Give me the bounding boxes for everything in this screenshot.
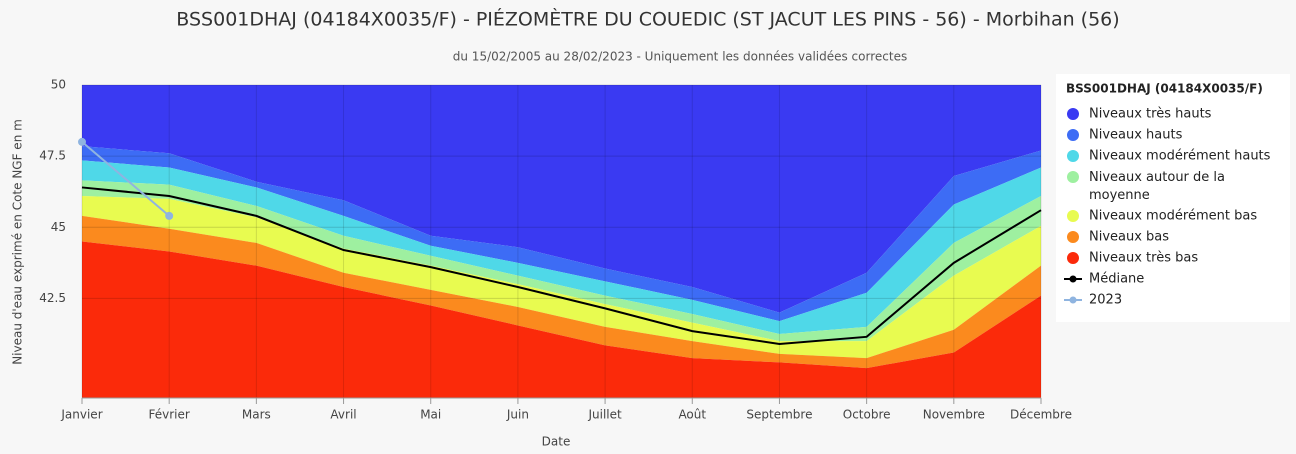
legend-label: Niveaux modérément hauts: [1089, 149, 1271, 164]
legend-label: Niveaux bas: [1089, 230, 1169, 245]
band: [82, 146, 1041, 322]
legend-swatch: [1067, 231, 1079, 243]
band: [82, 241, 1041, 398]
chart-subtitle: du 15/02/2005 au 28/02/2023 - Uniquement…: [453, 50, 907, 64]
band: [82, 180, 1041, 342]
legend-swatch: [1067, 108, 1079, 120]
x-tick-label: Mai: [420, 408, 441, 422]
x-axis-label: Date: [542, 435, 571, 449]
band: [82, 215, 1041, 369]
legend-label: Niveaux modérément bas: [1089, 209, 1257, 224]
x-tick-label: Octobre: [843, 408, 891, 422]
y-tick-label: 45: [51, 220, 66, 234]
y-tick-label: 47.5: [39, 149, 66, 163]
x-tick-label: Avril: [330, 408, 356, 422]
legend-swatch: [1069, 275, 1077, 283]
point: [165, 211, 174, 220]
legend-label: Niveaux hauts: [1089, 128, 1183, 143]
x-tick-label: Août: [678, 408, 706, 422]
x-tick-label: Juin: [506, 408, 529, 422]
legend-label: Niveaux très bas: [1089, 251, 1198, 266]
chart-title: BSS001DHAJ (04184X0035/F) - PIÉZOMÈTRE D…: [176, 8, 1119, 31]
legend-swatch: [1067, 150, 1079, 162]
line: [81, 186, 1042, 345]
line: [81, 141, 170, 217]
x-tick-label: Janvier: [60, 408, 102, 422]
legend-title: BSS001DHAJ (04184X0035/F): [1066, 82, 1263, 96]
y-tick-label: 42.5: [39, 291, 66, 305]
band: [82, 85, 1041, 313]
y-axis-label: Niveau d'eau exprimé en Cote NGF en m: [11, 119, 25, 365]
x-tick-label: Juillet: [587, 408, 622, 422]
x-tick-label: Septembre: [746, 408, 812, 422]
legend-swatch: [1067, 129, 1079, 141]
x-tick-label: Novembre: [923, 408, 985, 422]
y-tick-label: 50: [51, 78, 66, 92]
band: [82, 195, 1041, 359]
x-tick-label: Février: [149, 408, 190, 422]
legend-swatch: [1067, 252, 1079, 264]
legend-label: Niveaux très hauts: [1089, 107, 1212, 122]
legend-box: [1056, 74, 1290, 322]
point: [78, 137, 86, 146]
legend-label: Médiane: [1089, 272, 1144, 287]
legend-label: 2023: [1089, 293, 1122, 308]
legend-swatch: [1067, 171, 1079, 183]
legend-swatch: [1067, 210, 1079, 222]
legend-swatch: [1069, 296, 1077, 304]
x-tick-label: Décembre: [1010, 408, 1072, 422]
band: [82, 160, 1041, 334]
legend-label: Niveaux autour de la moyenne: [1089, 170, 1225, 203]
x-tick-label: Mars: [242, 408, 271, 422]
